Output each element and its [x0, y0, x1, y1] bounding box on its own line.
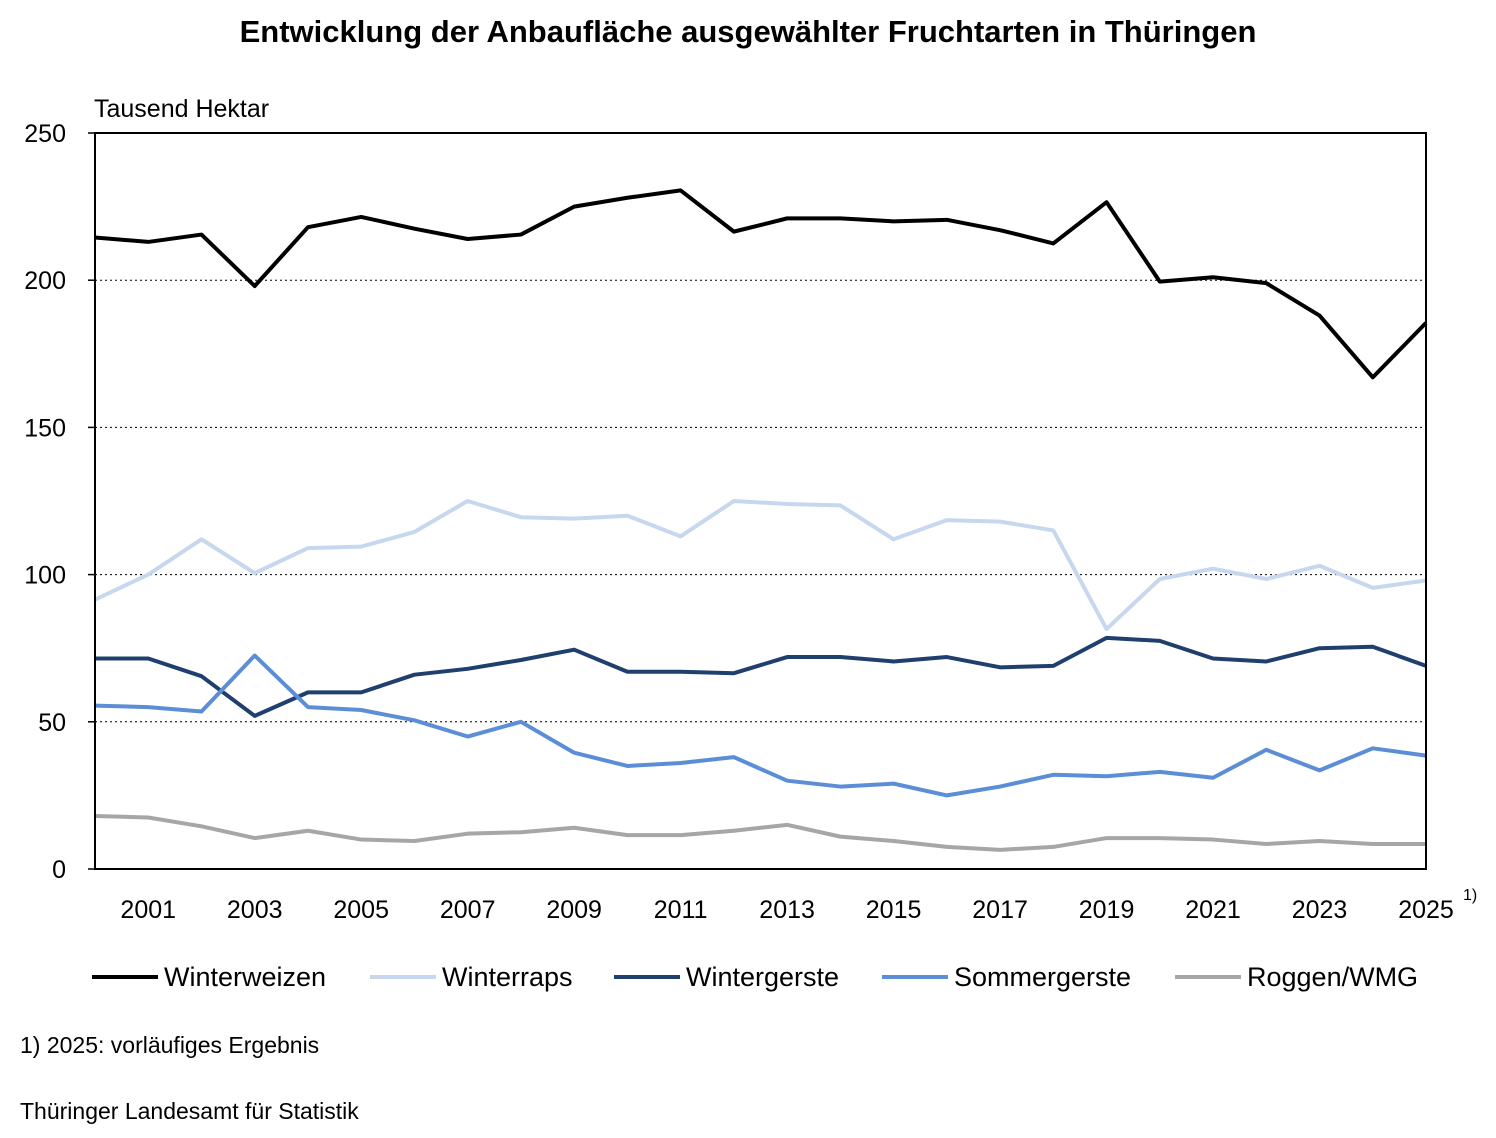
- legend: Winterweizen Winterraps Wintergerste Sommer…: [92, 962, 1418, 992]
- y-tick-label-150: 150: [24, 414, 66, 442]
- x-tick-label-2023: 2023: [1292, 896, 1348, 924]
- legend-label-wintergerste: Wintergerste: [686, 962, 839, 992]
- legend-label-winterweizen: Winterweizen: [164, 962, 326, 992]
- x-tick-label-2021: 2021: [1185, 896, 1241, 924]
- x-tick-label-2013: 2013: [759, 896, 815, 924]
- series-lines: [94, 188, 1428, 852]
- x-tick-label-2003: 2003: [227, 896, 283, 924]
- series-line-winterraps: [94, 499, 1427, 632]
- x-tick-label-2001: 2001: [120, 896, 176, 924]
- y-tick-label-250: 250: [24, 120, 66, 148]
- line-chart: 0 50 100 150 200 250 2001 2003 2005 2007 2009 2011 2…: [24, 95, 1477, 992]
- x-tick-label-2007: 2007: [440, 896, 496, 924]
- x-tick-label-2005: 2005: [333, 896, 389, 924]
- y-axis-unit-label: Tausend Hektar: [94, 95, 269, 123]
- x-tick-label-2017: 2017: [972, 896, 1028, 924]
- gridlines: [95, 279, 1426, 723]
- y-tick-label-200: 200: [24, 267, 66, 295]
- axes: 0 50 100 150 200 250 2001 2003 2005 2007 2009 2011 2…: [24, 120, 1477, 924]
- source-note: Thüringer Landesamt für Statistik: [20, 1098, 359, 1124]
- x-tick-label-2015: 2015: [866, 896, 922, 924]
- plot-area-frame: [94, 132, 1427, 870]
- series-line-wintergerste: [95, 635, 1427, 718]
- x-tick-label-2025: 2025: [1398, 896, 1454, 924]
- x-tick-label-2009: 2009: [546, 896, 602, 924]
- x-tick-footnote-marker: 1): [1463, 887, 1477, 904]
- legend-label-roggen-wmg: Roggen/WMG: [1247, 962, 1418, 992]
- legend-label-winterraps: Winterraps: [442, 962, 573, 992]
- x-tick-label-2011: 2011: [654, 896, 708, 924]
- series-line-sommergerste: [94, 653, 1427, 798]
- y-tick-label-50: 50: [38, 709, 66, 737]
- legend-label-sommergerste: Sommergerste: [954, 962, 1131, 992]
- series-line-winterweizen: [94, 188, 1428, 380]
- y-tick-label-100: 100: [24, 562, 66, 590]
- chart-title: Entwicklung der Anbaufläche ausgewählter…: [239, 14, 1257, 49]
- series-line-roggen-wmg: [94, 814, 1426, 852]
- footnote: 1) 2025: vorläufiges Ergebnis: [20, 1032, 320, 1058]
- x-tick-label-2019: 2019: [1079, 896, 1135, 924]
- y-tick-label-0: 0: [52, 856, 66, 884]
